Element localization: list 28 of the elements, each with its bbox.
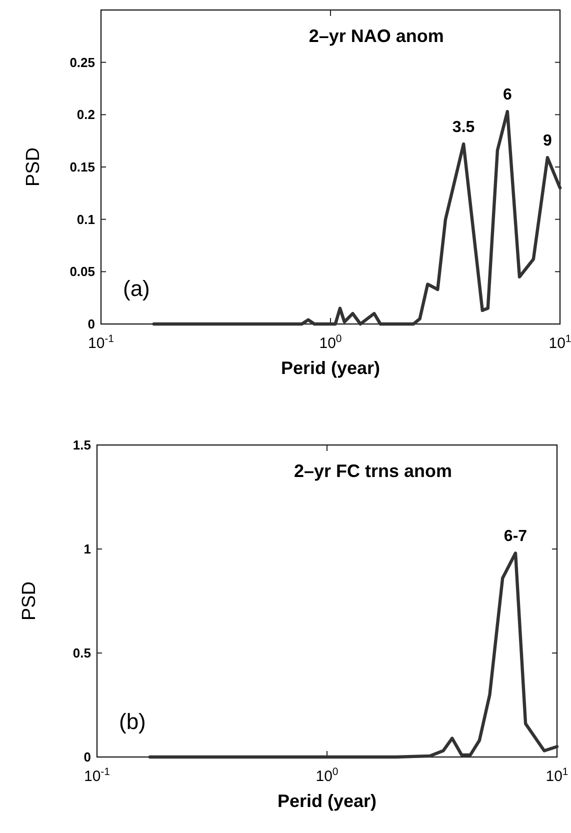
y-tick-label: 0 — [88, 316, 95, 332]
y-tick-label: 0.25 — [70, 54, 95, 70]
y-tick-label: 0 — [84, 750, 91, 765]
y-tick-label: 0.15 — [70, 160, 95, 175]
x-tick-label: 10$^{0}$ — [319, 333, 342, 352]
annotation: 3.5 — [452, 118, 475, 136]
y-axis-title: PSD — [23, 147, 44, 187]
x-tick-label: 10$^{-1}$ — [84, 766, 110, 785]
y-tick-label: 1 — [84, 542, 91, 557]
annotation: 6 — [502, 86, 512, 104]
text: 2–yr FC trns anom — [294, 461, 452, 481]
annotation: (b) — [119, 709, 146, 734]
annotation: 6-7 — [504, 528, 528, 546]
y-tick-label: 0.5 — [72, 646, 91, 661]
x-axis-title: Perid (year) — [280, 358, 380, 378]
x-axis-title: Perid (year) — [277, 791, 377, 811]
text: 2–yr NAO anom — [308, 26, 444, 46]
y-tick-label: 0.05 — [70, 264, 95, 280]
y-tick-label: 0.2 — [76, 107, 95, 122]
y-tick-label: 1.5 — [72, 438, 91, 453]
x-tick-label: 10$^{1}$ — [548, 333, 571, 352]
y-tick-label: 0.1 — [76, 212, 95, 227]
annotation: 9 — [543, 132, 552, 150]
x-tick-label: 10$^{1}$ — [546, 766, 568, 785]
annotation: (a) — [123, 276, 150, 301]
x-tick-label: 10$^{-1}$ — [88, 333, 114, 352]
x-tick-label: 10$^{0}$ — [316, 766, 338, 785]
y-axis-title: PSD — [19, 581, 40, 621]
